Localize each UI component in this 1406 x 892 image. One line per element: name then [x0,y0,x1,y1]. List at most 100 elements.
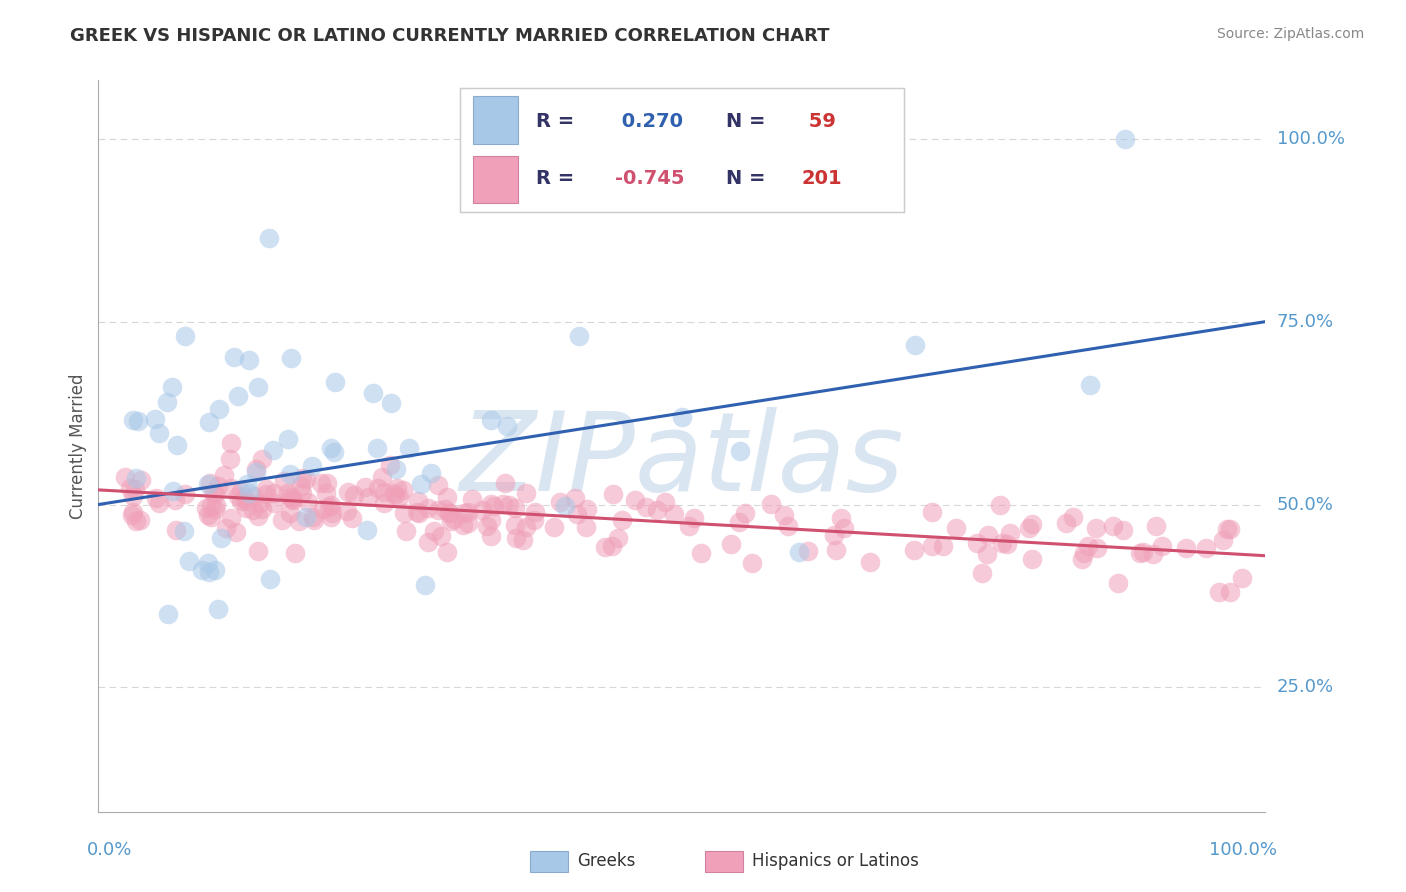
Point [439,507,461,521]
Point [120,481,142,495]
Point [564,491,586,506]
Point [1077,540,1099,554]
Point [226,389,249,403]
Point [392,506,415,520]
Point [129,473,152,487]
Point [218,452,240,467]
Point [205,498,228,512]
Point [246,508,269,523]
Point [280,492,302,507]
Point [336,504,359,518]
Point [475,519,498,533]
Point [257,231,280,245]
Point [366,441,388,455]
Point [204,563,226,577]
Point [242,503,264,517]
Point [287,514,309,528]
Point [315,486,337,500]
Point [1085,541,1108,555]
Point [505,531,527,545]
Point [361,386,384,401]
Point [262,443,284,458]
Point [1018,521,1040,535]
Point [273,475,295,489]
Point [200,510,222,524]
Point [1230,571,1253,585]
Point [254,483,277,497]
Point [787,545,810,559]
Point [645,503,668,517]
Point [215,521,238,535]
Point [1218,523,1240,537]
Point [336,485,359,500]
Point [543,520,565,534]
Point [235,500,257,515]
Point [406,506,429,520]
Point [471,502,494,516]
Point [238,486,260,500]
Point [114,469,136,483]
Point [208,402,231,417]
Point [291,471,314,485]
Point [524,505,547,519]
Point [797,543,820,558]
Point [197,557,219,571]
Point [212,468,235,483]
Point [238,352,260,367]
Point [312,502,335,516]
Point [207,478,229,492]
Point [245,465,267,479]
Point [165,523,187,537]
Point [824,543,846,558]
Point [225,524,247,539]
Text: Source: ZipAtlas.com: Source: ZipAtlas.com [1216,27,1364,41]
Point [122,412,145,426]
Point [373,495,395,509]
Point [523,512,546,526]
Point [479,413,502,427]
Text: GREEK VS HISPANIC OR LATINO CURRENTLY MARRIED CORRELATION CHART: GREEK VS HISPANIC OR LATINO CURRENTLY MA… [70,27,830,45]
Point [281,491,304,506]
Point [434,502,457,516]
Point [479,513,502,527]
Point [173,524,195,538]
Point [173,487,195,501]
Point [419,467,441,481]
Point [671,409,693,424]
Point [271,513,294,527]
Point [494,475,516,490]
Point [209,532,232,546]
Point [1000,525,1022,540]
Point [318,500,340,514]
Point [319,509,342,524]
Point [201,486,224,500]
Point [281,493,304,508]
Point [356,523,378,537]
Point [720,537,742,551]
Point [1080,378,1102,392]
Point [392,483,415,498]
Point [232,491,254,505]
Point [278,490,301,504]
Point [190,563,212,577]
Point [413,578,436,592]
Point [1112,523,1135,537]
Text: Greeks: Greeks [576,853,636,871]
Point [503,518,526,533]
Point [515,485,537,500]
Point [741,556,763,570]
Point [411,477,433,491]
Point [380,396,402,410]
Point [1107,575,1129,590]
Point [295,510,318,524]
Point [165,493,187,508]
Point [834,521,856,535]
Point [1175,541,1198,555]
Point [1102,519,1125,533]
Point [243,489,266,503]
Point [479,497,502,511]
Point [457,516,479,531]
Point [830,511,852,525]
Point [246,380,269,394]
Point [730,443,752,458]
